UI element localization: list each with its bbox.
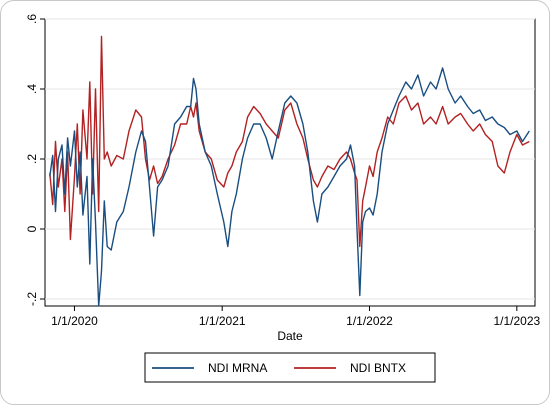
y-tick-label: -.2 — [25, 292, 39, 306]
series-layer — [49, 35, 530, 307]
x-tick-label: 1/1/2020 — [51, 314, 98, 328]
plot-area — [44, 18, 536, 307]
x-tick-label: 1/1/2021 — [199, 314, 246, 328]
y-tick-label: .2 — [25, 154, 39, 164]
y-tick-label: 0 — [25, 225, 39, 232]
x-axis-title: Date — [277, 329, 303, 343]
x-tick-label: 1/1/2023 — [493, 314, 540, 328]
y-axis: -.2 0 .2 .4 .6 — [25, 14, 45, 306]
legend-label-bntx: NDI BNTX — [350, 361, 406, 375]
series-line-ndi-bntx — [49, 35, 530, 248]
x-axis: 1/1/2020 1/1/2021 1/1/2022 1/1/2023 — [51, 306, 541, 328]
y-tick-label: .6 — [25, 14, 39, 24]
legend-label-mrna: NDI MRNA — [208, 361, 267, 375]
y-tick-label: .4 — [25, 84, 39, 94]
series-line-ndi-mrna — [49, 67, 530, 307]
legend: NDI MRNA NDI BNTX — [144, 352, 436, 383]
grid-lines — [45, 18, 535, 300]
x-tick-label: 1/1/2022 — [346, 314, 393, 328]
